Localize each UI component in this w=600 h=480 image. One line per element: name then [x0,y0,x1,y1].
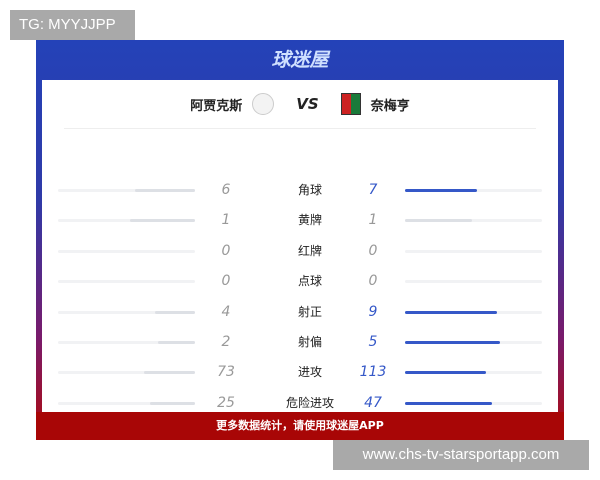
stats-card: 球迷屋 阿贾克斯 VS 奈梅亨 6 角球 7 1 黄牌 1 0 红牌 0 0 点… [36,40,564,441]
stat-label: 进攻 [297,365,322,380]
home-bar-track [58,371,195,375]
home-bar-track [58,280,195,284]
away-bar-fill [405,341,501,344]
stat-label: 射正 [297,304,322,319]
away-value: 7 [368,182,378,198]
stat-label: 射偏 [297,335,322,349]
home-bar-track [58,189,195,192]
away-bar-track [405,341,542,344]
away-value: 1 [368,212,378,229]
home-bar-track [58,341,195,344]
home-value: 73 [217,364,235,381]
stat-label: 点球 [297,274,322,289]
away-bar-fill [405,371,487,375]
home-value: 25 [217,394,235,411]
home-bar-track [58,401,195,405]
home-bar-fill [149,401,195,405]
stat-label: 黄牌 [297,213,322,228]
home-bar-fill [134,189,195,192]
away-bar-track [405,249,542,253]
away-value: 0 [368,242,378,259]
away-value: 5 [368,334,378,350]
home-value: 6 [221,182,231,198]
away-bar-track [405,371,542,375]
away-bar-track [405,280,542,284]
stat-row: 1 黄牌 1 [42,210,558,230]
away-team-name: 奈梅亨 [370,98,410,114]
away-bar-track [405,310,542,314]
stats-panel: 阿贾克斯 VS 奈梅亨 6 角球 7 1 黄牌 1 0 红牌 0 0 点球 0 … [42,80,558,441]
away-bar-fill [405,189,477,192]
stat-row: 2 射偏 5 [42,332,558,352]
home-value: 2 [221,334,231,350]
away-bar-track [405,189,542,192]
stat-row: 0 点球 0 [42,271,558,291]
stat-row: 0 红牌 0 [42,241,558,261]
stat-row: 73 进攻 113 [42,362,558,382]
home-bar-fill [157,341,195,344]
stat-row: 25 危险进攻 47 [42,393,558,413]
watermark: www.chs-tv-starsportapp.com [333,440,589,470]
brand-logo: 球迷屋 [271,49,329,71]
stat-label: 角球 [297,183,322,197]
home-value: 0 [221,273,231,290]
footer-promo: 更多数据统计，请使用球迷屋APP [36,412,564,440]
away-value: 9 [368,303,378,320]
home-team-name: 阿贾克斯 [190,98,243,114]
home-bar-track [58,310,195,314]
home-bar-fill [143,371,195,375]
teams-header: 阿贾克斯 VS 奈梅亨 [42,80,558,128]
home-team-logo-icon [252,93,275,115]
stat-row: 6 角球 7 [42,180,558,200]
home-bar-track [58,219,195,223]
away-bar-fill [405,310,498,314]
home-bar-fill [129,219,195,223]
home-bar-fill [154,310,195,314]
vs-label: VS [296,95,319,113]
away-bar-track [405,401,542,405]
stat-row: 4 射正 9 [42,302,558,322]
away-value: 0 [368,273,378,290]
home-value: 0 [221,242,231,259]
telegram-tag: TG: MYYJJPP [10,10,135,40]
away-team-logo-icon [340,93,361,115]
away-bar-track [405,219,542,223]
away-bar-fill [405,401,493,405]
away-value: 113 [359,364,387,381]
home-bar-track [58,249,195,253]
stat-label: 危险进攻 [285,395,334,410]
home-value: 1 [221,212,231,229]
stat-label: 红牌 [297,243,322,258]
away-bar-fill [405,219,472,223]
divider [64,128,536,129]
home-value: 4 [221,303,231,320]
away-value: 47 [364,394,382,411]
